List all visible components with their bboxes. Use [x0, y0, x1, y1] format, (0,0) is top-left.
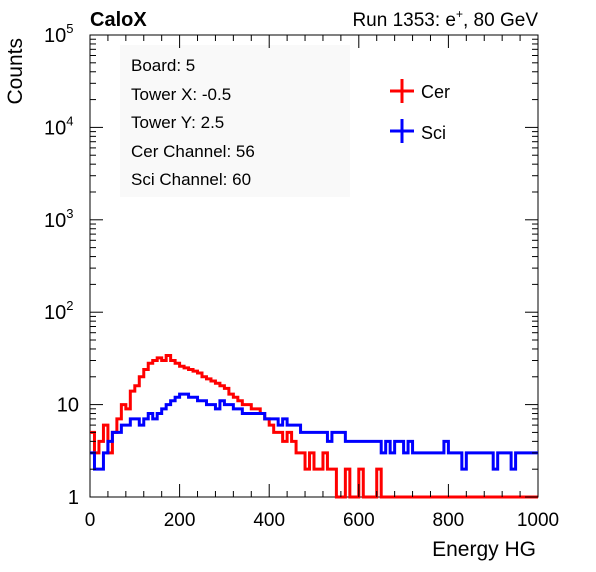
y-tick-label: 103	[44, 206, 73, 232]
legend: Cer Sci	[390, 79, 450, 143]
info-line-sci-channel: Sci Channel: 60	[131, 170, 251, 189]
legend-sci-label: Sci	[421, 123, 446, 143]
series-layer	[90, 353, 538, 499]
y-tick-label-exponent: 5	[66, 21, 73, 36]
legend-entry-cer: Cer	[390, 79, 450, 103]
calox-label: CaloX	[90, 9, 147, 31]
x-tick-label: 400	[253, 510, 285, 531]
series-line-sci	[90, 392, 538, 471]
run-label-sup: +	[456, 7, 463, 21]
info-line-cer-channel: Cer Channel: 56	[131, 142, 255, 161]
y-tick-label-exponent: 3	[66, 206, 73, 221]
x-tick-label: 200	[164, 510, 196, 531]
y-tick-label-base: 10	[44, 210, 66, 232]
x-tick-label: 600	[343, 510, 375, 531]
x-tick-label: 1000	[517, 510, 559, 531]
x-tick-label: 800	[433, 510, 465, 531]
info-line-tower-y: Tower Y: 2.5	[131, 113, 224, 132]
y-tick-label-base: 10	[44, 25, 66, 47]
x-tick-label: 0	[85, 510, 96, 531]
info-box-background	[120, 45, 350, 197]
y-tick-label-exponent: 4	[66, 113, 73, 128]
legend-cer-label: Cer	[421, 82, 450, 102]
y-tick-label-base: 10	[44, 117, 66, 139]
run-label-prefix: Run 1353: e	[352, 10, 456, 31]
y-tick-label: 105	[44, 21, 73, 47]
legend-entry-sci: Sci	[390, 119, 446, 143]
y-tick-label: 102	[44, 298, 73, 324]
run-label: Run 1353: e+, 80 GeV	[352, 7, 538, 31]
y-tick-label-base: 10	[57, 395, 79, 417]
x-axis-label: Energy HG	[432, 538, 536, 561]
info-line-board: Board: 5	[131, 56, 195, 75]
series-line-cer	[90, 353, 538, 499]
y-tick-label-base: 1	[68, 487, 79, 509]
plot-frame	[89, 34, 539, 498]
info-box: Board: 5 Tower X: -0.5 Tower Y: 2.5 Cer …	[120, 45, 350, 197]
y-tick-label: 1	[68, 487, 79, 509]
y-tick-label: 10	[57, 395, 79, 417]
info-line-tower-x: Tower X: -0.5	[131, 85, 231, 104]
y-tick-label-exponent: 2	[66, 298, 73, 313]
y-tick-label-base: 10	[44, 302, 66, 324]
y-tick-label: 104	[44, 113, 73, 139]
run-label-suffix: , 80 GeV	[463, 10, 538, 31]
y-axis-label: Counts	[4, 38, 27, 105]
